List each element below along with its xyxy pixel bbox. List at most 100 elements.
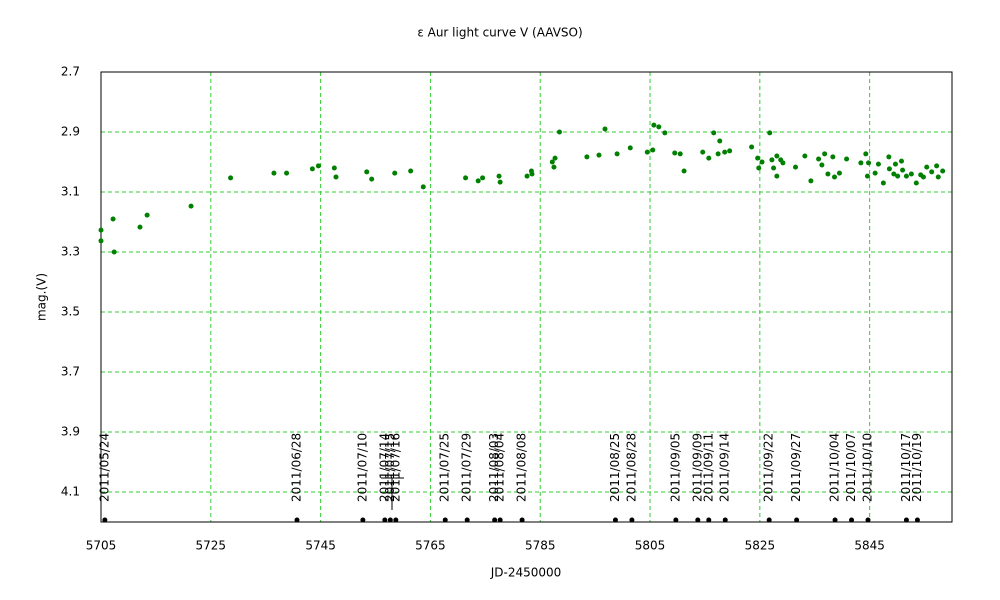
data-point [369,176,375,182]
data-point [110,216,116,222]
data-point [480,175,486,181]
data-point [392,170,398,176]
date-label: 2011/09/05 [668,433,682,502]
data-point [924,164,930,170]
date-label: 2011/07/15 [383,433,397,502]
x-tick-label: 5745 [305,539,336,553]
data-point [880,180,886,186]
observation-dot [612,517,618,523]
data-point [727,148,733,154]
data-point [872,170,878,176]
data-point [98,227,104,233]
date-label: 2011/07/16 [388,433,402,502]
data-point [309,166,315,172]
data-point [711,130,717,136]
observation-dot [914,517,920,523]
data-point [596,152,602,158]
data-point [900,167,906,173]
data-point [98,238,104,244]
x-tick-label: 5785 [525,539,556,553]
data-point [552,155,558,161]
observation-dot [849,517,855,523]
data-point [715,151,721,157]
y-tick-label: 3.1 [61,185,80,199]
date-label: 2011/08/03 [487,433,501,502]
date-label: 2011/09/09 [690,433,704,502]
data-point [331,165,337,171]
chart-title: ε Aur light curve V (AAVSO) [417,26,582,40]
data-point [496,173,502,179]
data-point [551,164,557,170]
date-label: 2011/10/10 [860,433,874,502]
date-label: 2011/10/07 [844,433,858,502]
observation-dot [393,517,399,523]
data-point [271,170,277,176]
data-point [717,138,723,144]
x-tick-label: 5845 [854,539,885,553]
data-point [650,147,656,153]
x-tick-label: 5765 [415,539,446,553]
data-point [825,171,831,177]
data-point [677,151,683,157]
data-point [886,166,892,172]
date-label: 2011/06/28 [290,433,304,502]
date-label: 2011/07/25 [438,433,452,502]
data-point [891,171,897,177]
y-axis-label: mag.(V) [35,273,49,321]
observation-dot [722,517,728,523]
data-point [895,173,901,179]
observation-dot [706,517,712,523]
date-label: 2011/10/17 [899,433,913,502]
observation-dot [832,517,838,523]
date-label: 2011/08/04 [493,433,507,502]
data-point [774,153,780,159]
data-point [315,163,321,169]
observation-dot [629,517,635,523]
data-point [614,151,620,157]
date-label: 2011/10/04 [828,433,842,502]
observation-dot [382,517,388,523]
data-point [584,154,590,160]
data-point [864,173,870,179]
date-label: 2011/07/14 [377,433,391,502]
data-point [228,175,234,181]
date-label: 2011/10/19 [910,433,924,502]
data-point [524,173,530,179]
data-point [759,159,765,165]
bracket [381,477,404,510]
data-point [844,156,850,162]
observation-dot [464,517,470,523]
date-label: 2011/09/11 [701,433,715,502]
observation-dot [673,517,679,523]
data-point [769,157,775,163]
data-point [756,165,762,171]
data-point [816,156,822,162]
y-tick-label: 2.7 [61,65,80,79]
data-point [771,165,777,171]
data-point [700,149,706,155]
data-point [875,161,881,167]
observation-dot [497,517,503,523]
date-label: 2011/07/10 [355,433,369,502]
data-point [408,168,414,174]
data-point [913,180,919,186]
data-point [284,170,290,176]
data-point [137,224,143,230]
data-point [755,155,761,161]
data-point [749,144,755,150]
data-point [774,173,780,179]
data-point [475,178,481,184]
x-tick-label: 5825 [745,539,776,553]
data-point [920,174,926,180]
data-point [188,203,194,209]
data-point [802,153,808,159]
x-tick-label: 5705 [86,539,117,553]
data-point [780,160,786,166]
data-point [497,179,503,185]
data-point [364,169,370,175]
x-tick-label: 5725 [196,539,227,553]
data-point [644,149,650,155]
observation-dot [294,517,300,523]
observation-dot [865,517,871,523]
data-point [836,170,842,176]
